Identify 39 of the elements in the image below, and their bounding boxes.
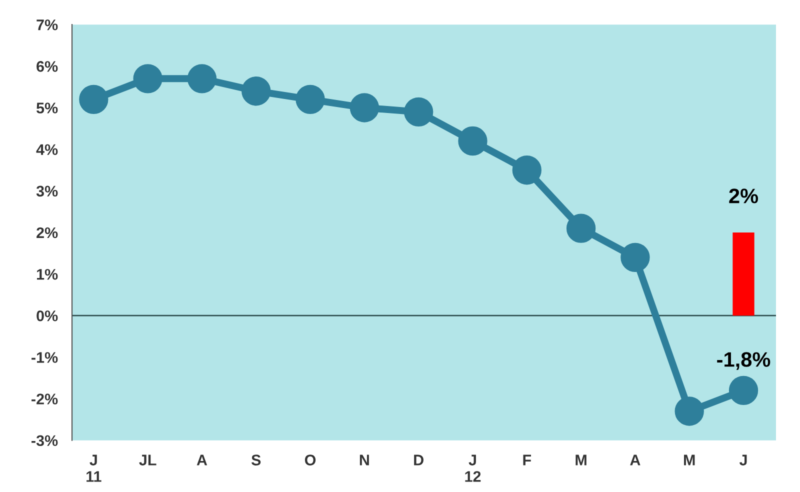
data-label: -1,8%: [717, 352, 770, 370]
point: [350, 93, 380, 122]
y-tick-label: 0%: [36, 310, 58, 322]
x-tick-label: F: [523, 454, 531, 466]
x-tick-label: J 12: [465, 454, 481, 482]
x-tick-label: J 11: [86, 454, 102, 482]
point: [296, 84, 325, 114]
x-tick-label: S: [251, 454, 261, 466]
y-tick-label: -3%: [32, 435, 58, 446]
x-tick-label: D: [414, 454, 424, 466]
point: [187, 64, 217, 94]
y-tick-label: 7%: [36, 20, 58, 30]
y-tick-label: -2%: [32, 394, 58, 404]
y-tick-label: 2%: [36, 227, 58, 238]
x-tick-label: M: [576, 454, 586, 466]
point: [79, 84, 108, 114]
point: [512, 156, 542, 185]
point: [133, 64, 162, 94]
y-tick-label: 6%: [36, 61, 58, 72]
point: [242, 76, 271, 106]
point: [404, 97, 434, 126]
x-tick-label: M: [684, 454, 695, 466]
y-tick-label: -1%: [32, 352, 58, 363]
x-tick-label: JL: [139, 454, 156, 466]
x-tick-label: O: [304, 454, 316, 466]
point: [566, 214, 596, 243]
y-tick-label: 3%: [36, 186, 58, 197]
x-tick-label: J: [739, 454, 747, 466]
point: [728, 376, 758, 406]
y-tick-label: 5%: [36, 102, 58, 114]
point: [674, 396, 704, 426]
x-tick-label: N: [360, 454, 369, 466]
x-tick-label: A: [196, 454, 208, 466]
point: [458, 126, 488, 156]
point: [620, 242, 650, 272]
data-label: 2%: [729, 188, 758, 204]
x-tick-label: A: [630, 454, 640, 466]
y-tick-label: 4%: [36, 144, 58, 155]
y-tick-label: 1%: [36, 268, 58, 280]
